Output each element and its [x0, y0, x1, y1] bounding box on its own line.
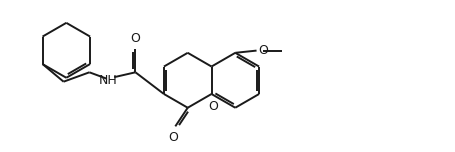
Text: O: O	[168, 131, 177, 144]
Text: NH: NH	[98, 74, 117, 87]
Text: O: O	[258, 44, 267, 57]
Text: O: O	[207, 100, 217, 113]
Text: O: O	[130, 32, 140, 45]
